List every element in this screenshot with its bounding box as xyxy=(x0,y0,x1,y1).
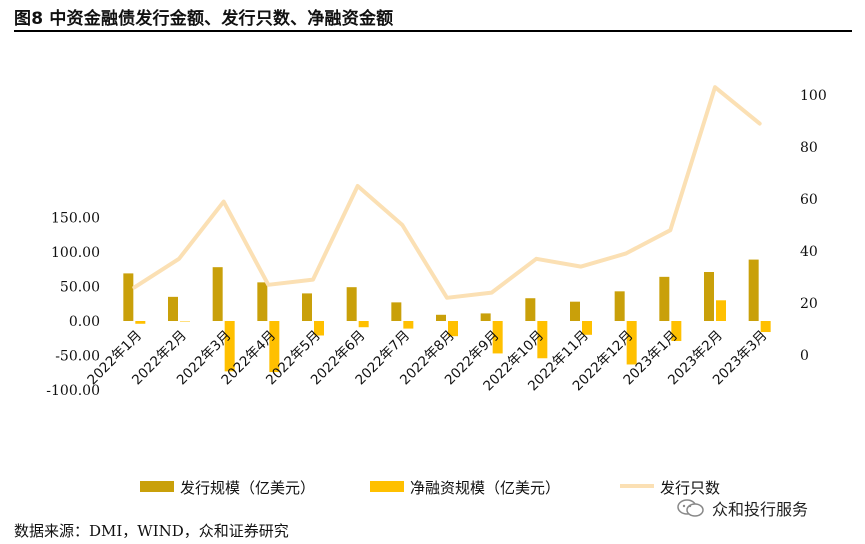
title-underline xyxy=(14,30,852,32)
left-tick-label: 150.00 xyxy=(51,211,100,227)
wechat-icon xyxy=(677,499,704,517)
left-tick-label: 100.00 xyxy=(51,245,100,261)
legend-label-issuance: 发行规模（亿美元） xyxy=(180,479,315,497)
left-axis-ticks: 150.00 100.00 50.00 0.00 -50.00 -100.00 xyxy=(46,211,100,400)
net-financing-bar xyxy=(135,321,146,324)
net-financing-bar xyxy=(448,321,458,337)
net-financing-bar xyxy=(716,300,726,321)
issuance-bar xyxy=(436,314,446,321)
net-financing-bar xyxy=(403,321,414,329)
chart-title: 图8 中资金融债发行金额、发行只数、净融资金额 xyxy=(14,9,394,29)
issuance-bar xyxy=(480,313,491,321)
legend: 发行规模（亿美元） 净融资规模（亿美元） 发行只数 xyxy=(140,479,720,497)
net-financing-bar xyxy=(358,321,369,328)
net-financing-bar xyxy=(269,321,280,373)
net-financing-bar xyxy=(537,321,548,359)
issuance-bar xyxy=(659,276,670,321)
left-tick-label: -50.00 xyxy=(55,349,100,365)
net-financing-bar xyxy=(582,321,592,335)
issuance-count-polyline xyxy=(132,85,762,300)
right-axis-ticks: 100 80 60 40 20 0 xyxy=(800,88,827,364)
chart: 150.00 100.00 50.00 0.00 -50.00 -100.00 100 80… xyxy=(46,85,827,497)
issuance-bar xyxy=(257,282,268,321)
issuance-bar xyxy=(346,287,357,321)
issuance-bar xyxy=(391,302,402,321)
issuance-bar xyxy=(123,273,134,321)
issuance-bar xyxy=(614,291,625,321)
net-financing-bar xyxy=(626,321,637,365)
net-financing-bar xyxy=(224,321,235,372)
issuance-bar xyxy=(748,259,759,321)
left-tick-label: 50.00 xyxy=(60,280,100,296)
legend-label-count: 发行只数 xyxy=(660,479,720,497)
net-financing-bar xyxy=(760,321,771,333)
net-financing-bar xyxy=(671,321,682,342)
legend-swatch-issuance xyxy=(140,481,174,492)
issuance-bar xyxy=(168,296,178,321)
net-financing-bar xyxy=(180,321,190,322)
watermark-text: 众和投行服务 xyxy=(712,500,809,519)
right-tick-label: 60 xyxy=(800,192,818,208)
right-tick-label: 40 xyxy=(800,244,818,260)
source-note: 数据来源：DMI，WIND，众和证券研究 xyxy=(14,522,289,540)
right-tick-label: 0 xyxy=(800,348,809,364)
legend-swatch-net-financing xyxy=(370,481,404,492)
issuance-count-line xyxy=(132,85,762,300)
net-financing-bar xyxy=(314,321,324,336)
net-financing-bars xyxy=(135,300,771,373)
x-axis-ticks: 2022年1月2022年2月2022年3月2022年4月2022年5月2022年… xyxy=(84,328,770,395)
right-tick-label: 20 xyxy=(800,296,818,312)
issuance-bar xyxy=(704,272,714,321)
legend-label-net-financing: 净融资规模（亿美元） xyxy=(410,479,560,497)
net-financing-bar xyxy=(492,321,503,354)
right-tick-label: 100 xyxy=(800,88,827,104)
issuance-bar xyxy=(525,298,536,321)
issuance-bar xyxy=(302,293,312,321)
issuance-bars xyxy=(123,259,759,321)
watermark: 众和投行服务 xyxy=(676,496,808,520)
issuance-bar xyxy=(212,267,223,321)
right-tick-label: 80 xyxy=(800,140,818,156)
left-tick-label: 0.00 xyxy=(69,314,100,330)
left-tick-label: -100.00 xyxy=(46,383,100,399)
issuance-bar xyxy=(570,301,580,321)
